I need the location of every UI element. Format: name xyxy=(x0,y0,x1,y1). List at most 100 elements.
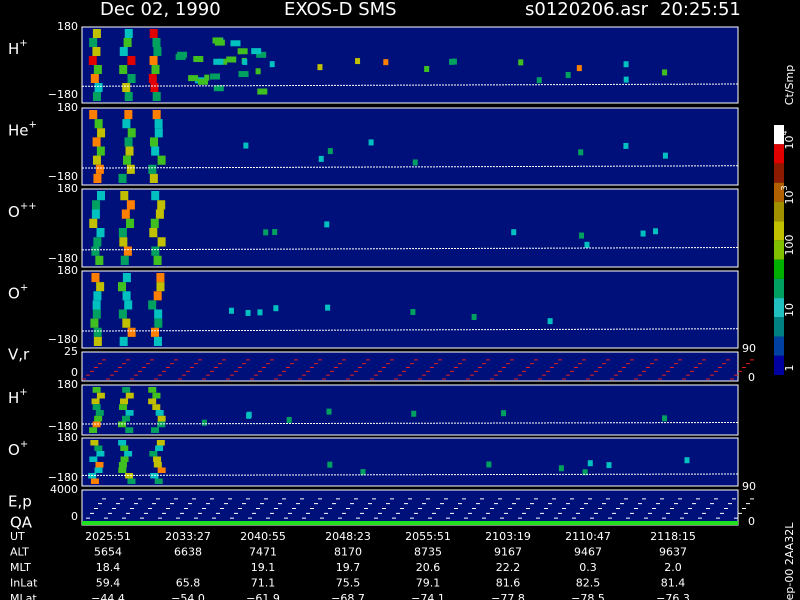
patch xyxy=(156,282,165,292)
trace xyxy=(81,422,739,425)
cell: 9467 xyxy=(574,546,602,559)
cell: −44.4 xyxy=(91,592,125,600)
panel-label-base: H xyxy=(8,389,19,407)
patch xyxy=(411,410,417,417)
panel-label-sup: + xyxy=(29,120,37,131)
patch xyxy=(151,246,160,256)
patch xyxy=(119,65,128,74)
patch xyxy=(449,58,455,65)
patch xyxy=(153,462,162,468)
colorbar-cell xyxy=(774,163,784,183)
patch xyxy=(122,119,131,129)
patch xyxy=(123,155,132,165)
row-label: ALT xyxy=(10,546,29,559)
patch xyxy=(127,74,136,83)
patch xyxy=(91,246,100,256)
cell: 0.3 xyxy=(579,561,597,574)
patch xyxy=(152,110,161,120)
patch xyxy=(127,56,136,65)
y-bottom-label: −180 xyxy=(48,333,78,346)
panel-label: O+ xyxy=(8,439,28,459)
patch xyxy=(578,149,584,156)
patch xyxy=(243,142,249,149)
patch xyxy=(122,291,131,301)
patch xyxy=(518,59,524,66)
panel-label: H+ xyxy=(8,38,28,58)
panel xyxy=(81,489,739,526)
patch xyxy=(154,309,163,319)
cell: 2040:55 xyxy=(240,530,286,543)
colorbar-cell xyxy=(774,336,784,356)
cell: 59.4 xyxy=(96,577,121,590)
panel-label: V,r xyxy=(8,345,30,363)
colorbar-label: 10 xyxy=(783,303,796,317)
patch xyxy=(155,410,164,416)
patch xyxy=(124,29,133,38)
colorbar-label-base: 1 xyxy=(783,365,796,372)
patch xyxy=(228,307,234,314)
patch xyxy=(118,467,127,473)
patch xyxy=(149,228,158,238)
panel xyxy=(81,351,739,382)
patch xyxy=(152,404,161,410)
patch xyxy=(126,218,135,228)
patch xyxy=(587,460,593,467)
patch xyxy=(148,387,157,393)
trace xyxy=(81,247,739,251)
patch xyxy=(257,88,268,95)
patch xyxy=(153,291,162,301)
patch xyxy=(124,300,133,310)
y-bottom-label: −180 xyxy=(48,252,78,265)
patch xyxy=(238,71,249,78)
trace xyxy=(81,328,739,332)
patch xyxy=(94,415,103,422)
colorbar-label-base: 10 xyxy=(783,191,796,205)
patch xyxy=(623,61,629,68)
panel-label-sup: ++ xyxy=(20,201,37,212)
patch xyxy=(92,421,101,428)
patch xyxy=(536,77,542,84)
patch xyxy=(150,83,159,92)
patch xyxy=(214,39,225,46)
patch xyxy=(242,58,248,65)
patch xyxy=(118,228,127,238)
patch xyxy=(410,309,416,316)
patch xyxy=(471,313,477,320)
cell: 82.5 xyxy=(576,577,601,590)
panel xyxy=(81,270,739,349)
patch xyxy=(451,58,457,65)
patch xyxy=(90,318,99,328)
patch xyxy=(148,164,157,174)
patch xyxy=(511,229,517,236)
cell: −78.5 xyxy=(571,592,605,600)
patch xyxy=(151,191,160,201)
patch xyxy=(327,461,333,468)
cell: 7471 xyxy=(249,546,277,559)
patch xyxy=(257,309,263,316)
patch xyxy=(123,38,132,47)
patch xyxy=(122,387,131,393)
cell: 2110:47 xyxy=(565,530,611,543)
patch xyxy=(95,410,104,416)
patch xyxy=(152,38,161,47)
patch xyxy=(127,327,136,337)
patch xyxy=(204,74,210,81)
patch xyxy=(255,68,261,75)
patch xyxy=(623,76,629,83)
trace xyxy=(81,473,739,476)
patch xyxy=(153,336,162,346)
cell: 2055:51 xyxy=(405,530,451,543)
patch xyxy=(579,232,585,239)
colorbar-cell xyxy=(774,240,784,260)
colorbar-cell xyxy=(774,317,784,337)
panel-label: E,p xyxy=(8,492,32,510)
patch xyxy=(91,398,100,405)
cell: 2103:19 xyxy=(485,530,531,543)
patch xyxy=(92,300,101,310)
cell: 19.7 xyxy=(336,561,361,574)
patch xyxy=(90,478,99,484)
row-label: UT xyxy=(10,530,25,543)
patch xyxy=(120,191,129,201)
patch xyxy=(547,318,553,325)
patch xyxy=(286,416,292,423)
